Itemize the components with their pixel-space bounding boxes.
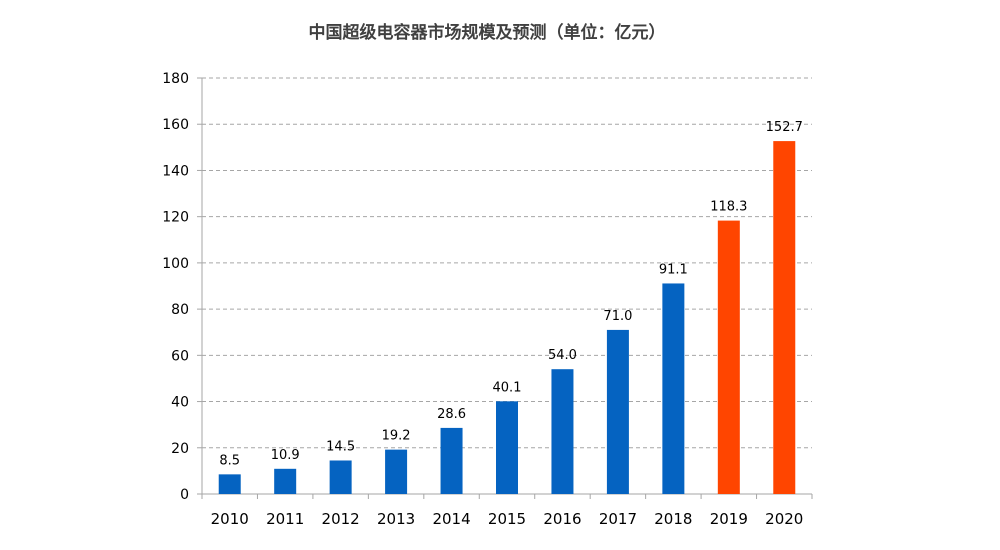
x-tick-label-2019: 2019: [710, 510, 748, 528]
bars: [218, 141, 796, 495]
data-label-2019: 118.3: [710, 200, 747, 215]
x-tick-label-2010: 2010: [211, 510, 249, 528]
chart-title: 中国超级电容器市场规模及预测（单位：亿元）: [309, 22, 666, 43]
x-tick-label-2020: 2020: [765, 510, 803, 528]
data-label-2018: 91.1: [659, 262, 688, 277]
bar-2016: [551, 369, 574, 494]
bar-2018: [662, 283, 685, 494]
bar-2017: [606, 329, 629, 494]
bar-2020: [773, 141, 796, 495]
bar-2012: [329, 460, 352, 494]
data-label-2017: 71.0: [603, 309, 632, 324]
x-tick-label-2017: 2017: [599, 510, 637, 528]
bar-2015: [496, 401, 518, 494]
bar-2010: [218, 474, 241, 494]
x-tick-label-2015: 2015: [488, 510, 526, 528]
data-label-2016: 54.0: [548, 348, 577, 363]
y-tick-label: 160: [162, 117, 189, 133]
x-tick-label-2014: 2014: [432, 510, 470, 528]
bar-2014: [440, 427, 463, 494]
data-label-2015: 40.1: [493, 380, 522, 395]
bar-2013: [385, 449, 408, 494]
data-label-2020: 152.7: [766, 120, 803, 135]
y-tick-label: 140: [162, 163, 189, 179]
x-tick-label-2011: 2011: [266, 510, 304, 528]
data-label-2012: 14.5: [326, 439, 355, 454]
y-tick-label: 120: [162, 210, 189, 226]
bar-2019: [717, 220, 740, 494]
data-labels: 8.5 10.9 14.5 19.2 28.6 40.1 54.0 71.0 91.1 118.3…: [219, 120, 802, 468]
y-tick-label: 80: [171, 302, 189, 318]
data-label-2014: 28.6: [437, 407, 466, 422]
x-tick-label-2016: 2016: [543, 510, 581, 528]
x-tick-label-2013: 2013: [377, 510, 415, 528]
y-tick-label: 60: [171, 348, 189, 364]
x-tick-label-2018: 2018: [654, 510, 692, 528]
bar-2011: [274, 468, 297, 494]
data-label-2013: 19.2: [382, 429, 411, 444]
axes: 0 20 40 60 80 100 120 140 160 180 2010 2011 2012 2013…: [162, 71, 813, 528]
y-tick-label: 100: [162, 256, 189, 272]
data-label-2010: 8.5: [219, 453, 240, 468]
y-tick-label: 20: [171, 441, 189, 457]
x-tick-label-2012: 2012: [322, 510, 360, 528]
y-tick-label: 0: [180, 487, 189, 503]
y-tick-label: 180: [162, 71, 189, 87]
y-tick-label: 40: [171, 395, 189, 411]
data-label-2011: 10.9: [271, 448, 300, 463]
